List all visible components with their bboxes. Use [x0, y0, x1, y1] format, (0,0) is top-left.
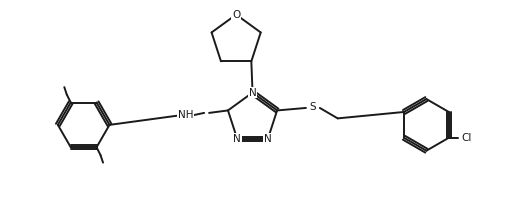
Text: S: S — [309, 103, 316, 112]
Text: NH: NH — [177, 110, 193, 120]
Text: N: N — [249, 88, 256, 97]
Text: O: O — [232, 10, 240, 20]
Text: N: N — [234, 134, 241, 144]
Text: N: N — [264, 134, 271, 144]
Text: Cl: Cl — [461, 133, 472, 143]
